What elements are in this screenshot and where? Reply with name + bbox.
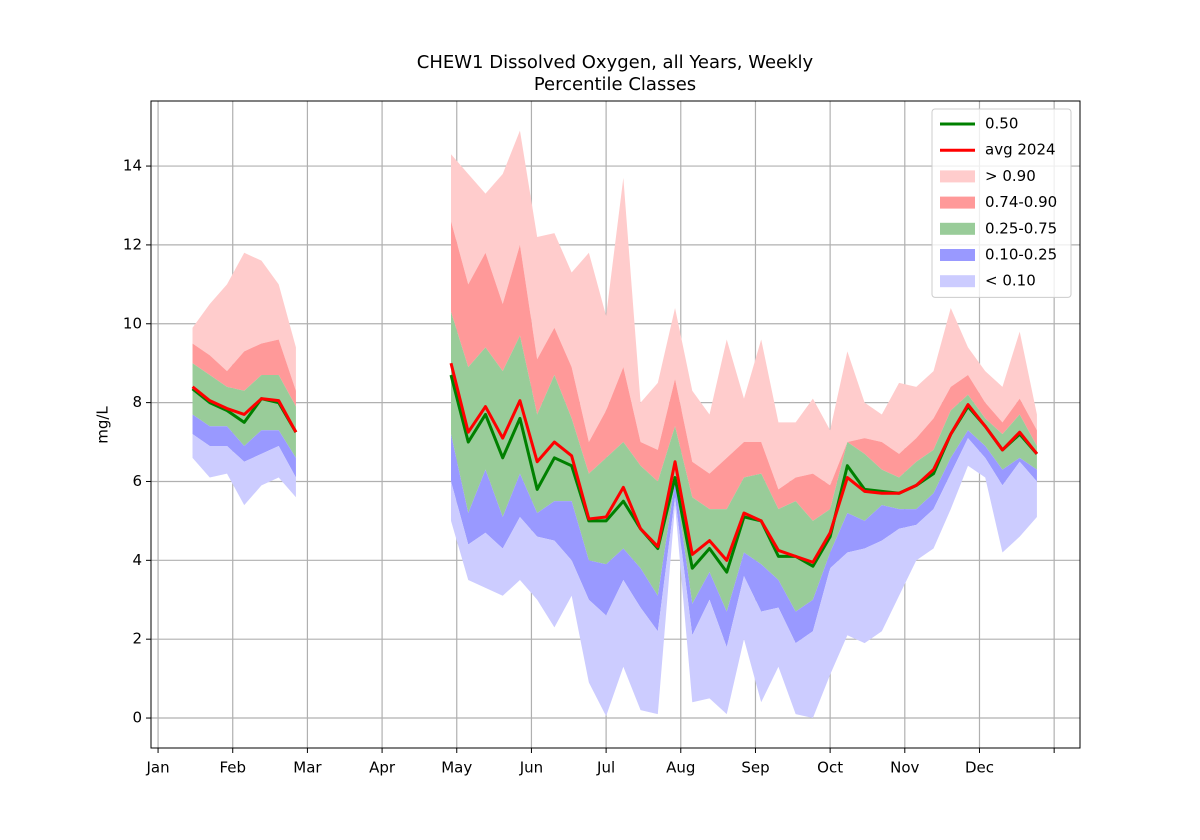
x-tick-label: Oct <box>817 759 843 777</box>
band-area <box>192 363 296 458</box>
plot-frame <box>150 100 1081 749</box>
y-tick-label: 10 <box>123 314 142 332</box>
legend-patch <box>940 275 975 288</box>
band-area <box>451 130 1037 490</box>
y-axis-label: mg/L <box>94 406 112 444</box>
x-tick-label: Jun <box>519 759 543 777</box>
legend-patch <box>940 170 975 183</box>
y-tick-label: 12 <box>123 235 142 253</box>
y-tick-label: 4 <box>132 551 142 569</box>
line <box>449 362 1039 564</box>
x-tick-label: Dec <box>965 759 994 777</box>
legend-label: 0.25-0.75 <box>985 219 1057 237</box>
x-tick-label: Aug <box>666 759 695 777</box>
legend-label: 0.50 <box>985 115 1018 133</box>
y-tick-label: 0 <box>132 709 142 727</box>
legend-label: < 0.10 <box>985 272 1036 290</box>
chart-title: CHEW1 Dissolved Oxygen, all Years, Weekl… <box>417 52 814 73</box>
legend-label: 0.74-0.90 <box>985 193 1057 211</box>
y-tick-label: 8 <box>132 393 142 411</box>
legend-patch <box>940 222 975 235</box>
y-tick-label: 14 <box>123 157 142 175</box>
y-tick-label: 6 <box>132 472 142 490</box>
x-tick-label: Nov <box>890 759 919 777</box>
band-area <box>192 252 296 391</box>
band-area <box>451 311 1037 612</box>
legend-label: avg 2024 <box>985 141 1056 159</box>
band-area <box>192 414 296 478</box>
x-tick-label: Jul <box>596 759 615 777</box>
x-tick-label: Sep <box>741 759 769 777</box>
x-tick-label: Jan <box>146 759 170 777</box>
x-tick-label: Feb <box>219 759 246 777</box>
band-area <box>451 221 1037 521</box>
band-area <box>451 438 1037 719</box>
legend-label: > 0.90 <box>985 167 1036 185</box>
band-area <box>192 339 296 407</box>
legend-label: 0.10-0.25 <box>985 246 1057 264</box>
chart-subtitle: Percentile Classes <box>534 74 696 95</box>
x-tick-label: May <box>441 759 472 777</box>
legend-patch <box>940 249 975 261</box>
legend-patch <box>940 196 975 209</box>
x-tick-label: Mar <box>293 759 322 777</box>
x-tick-label: Apr <box>369 759 396 777</box>
band-area <box>451 430 1037 648</box>
band-area <box>192 434 296 506</box>
line <box>191 385 298 433</box>
y-tick-label: 2 <box>132 630 142 648</box>
